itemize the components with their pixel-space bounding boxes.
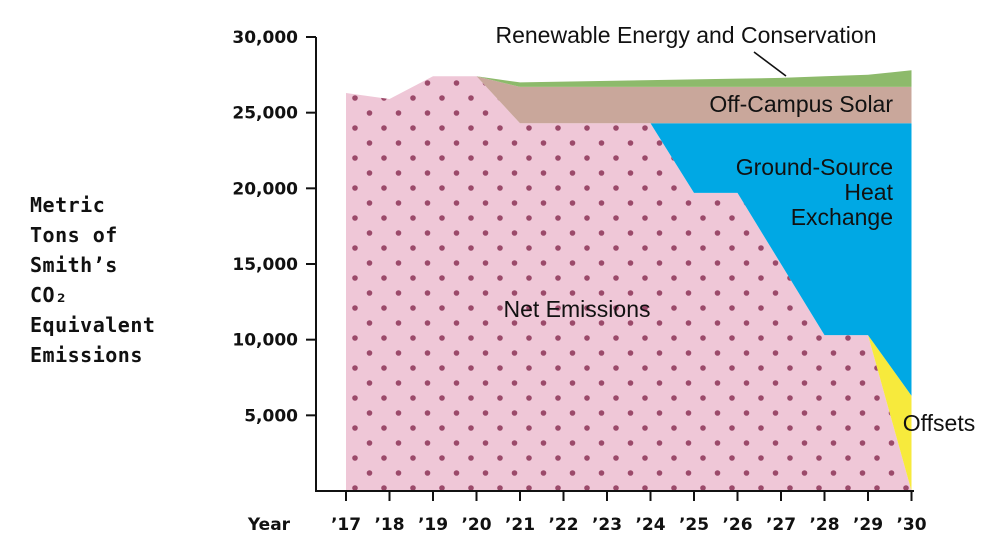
y-axis-label-line: CO₂ (30, 283, 68, 307)
label-ground-source-1: Ground-Source (736, 154, 893, 180)
stacked-areas (346, 70, 912, 492)
label-ground-source-2: Heat (844, 179, 893, 205)
y-axis-label-line: Smith’s (30, 253, 118, 277)
x-tick-label: ’27 (766, 515, 796, 535)
x-tick-label: ’17 (331, 515, 361, 535)
x-tick-label: ’29 (853, 515, 883, 535)
label-ground-source-3: Exchange (791, 204, 893, 230)
y-tick-label: 25,000 (232, 104, 298, 124)
x-tick-label: ’22 (548, 515, 578, 535)
x-tick-label: ’25 (679, 515, 709, 535)
x-axis-title: Year (247, 515, 291, 535)
series-labels: Renewable Energy and Conservation Off-Ca… (495, 22, 975, 436)
label-renewable-leader (753, 51, 787, 77)
y-tick-label: 5,000 (244, 406, 298, 426)
x-tick-label: ’24 (635, 515, 665, 535)
y-tick-label: 30,000 (232, 28, 298, 48)
label-offsets: Offsets (903, 410, 975, 436)
x-tick-label: ’18 (374, 515, 404, 535)
area-ground-source-heat-exchange (346, 76, 912, 396)
x-tick-label: ’26 (722, 515, 752, 535)
area-renewable-energy-and-conservation (346, 70, 912, 99)
label-off-campus-solar: Off-Campus Solar (709, 91, 893, 117)
area-net-emissions-dots (346, 76, 912, 492)
y-tick-label: 20,000 (232, 179, 298, 199)
x-tick-label: ’30 (896, 515, 926, 535)
y-axis-label-line: Tons of (30, 223, 118, 247)
x-tick-label: ’21 (505, 515, 535, 535)
y-axis-label-line: Equivalent (30, 313, 156, 337)
y-axis-label-line: Emissions (30, 343, 143, 367)
y-axis-label: Metric Tons of Smith’s CO₂ Equivalent Em… (30, 190, 205, 370)
x-tick-label: ’28 (809, 515, 839, 535)
area-off-campus-solar (346, 76, 912, 124)
y-tick-label: 10,000 (232, 331, 298, 351)
label-renewable: Renewable Energy and Conservation (495, 22, 876, 48)
axes: 5,000 10,000 15,000 20,000 25,000 30,000 ’17 ’1… (232, 28, 926, 535)
y-axis-label-line: Metric (30, 193, 106, 217)
y-tick-label: 15,000 (232, 255, 298, 275)
x-tick-label: ’19 (418, 515, 448, 535)
label-net-emissions: Net Emissions (504, 296, 651, 322)
x-tick-label: ’20 (461, 515, 491, 535)
x-tick-label: ’23 (592, 515, 622, 535)
